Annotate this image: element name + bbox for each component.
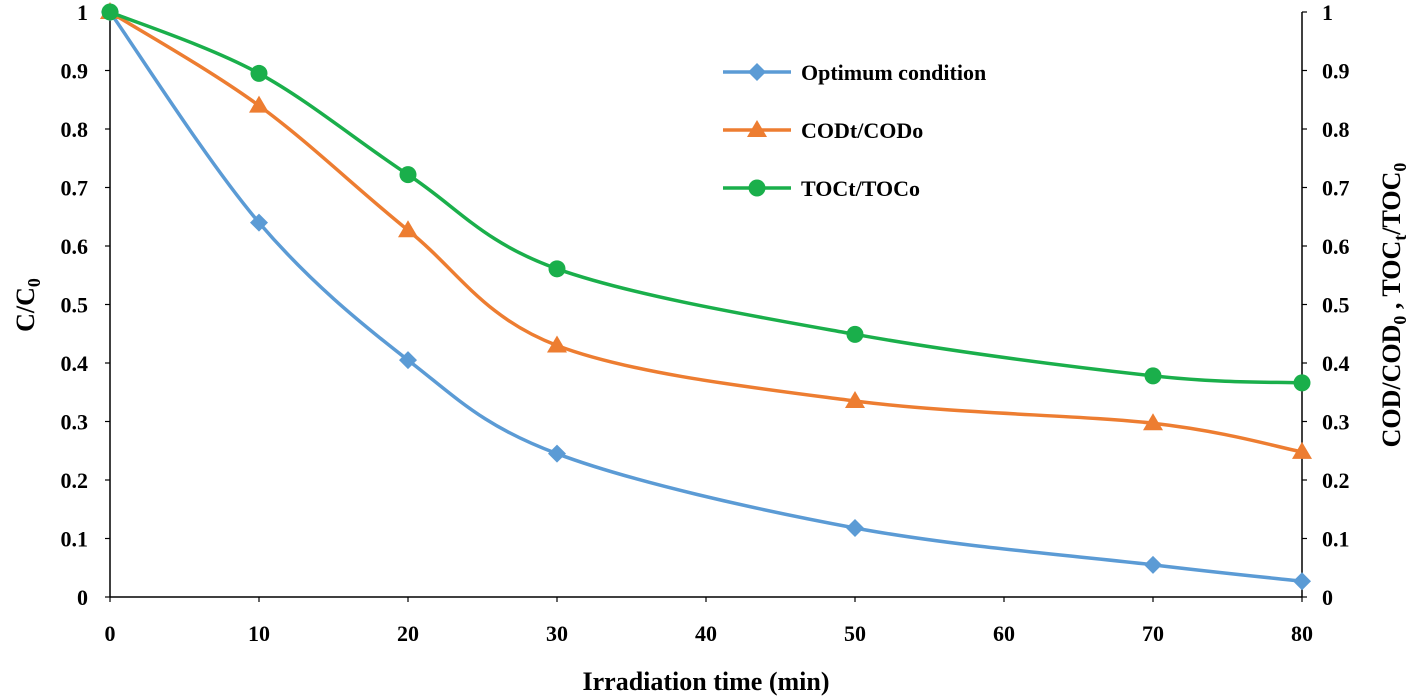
x-tick-label: 20 (397, 621, 419, 646)
plot-frame (109, 12, 1303, 598)
y-tick-label: 0.6 (61, 234, 89, 259)
data-point (1143, 413, 1163, 431)
x-axis-ticks: 0 10 20 30 40 50 60 70 80 (105, 597, 1313, 646)
y-tick-label: 0 (77, 585, 88, 610)
data-point (1144, 367, 1162, 385)
x-tick-label: 50 (844, 621, 866, 646)
y-axis-right-title: COD/COD0 , TOCt/TOC0 (1377, 163, 1410, 448)
y-tick-right-label: 0.6 (1322, 234, 1350, 259)
y-tick-label: 0.5 (61, 293, 89, 318)
series-1 (101, 3, 1311, 591)
x-tick-label: 70 (1142, 621, 1164, 646)
y-axis-ticks: 0 0.1 0.2 0.3 0.4 0.5 0.6 0.7 0.8 0.9 1 (61, 0, 110, 610)
legend-label: TOCt/TOCo (801, 176, 920, 201)
data-point (547, 335, 567, 353)
data-point (1144, 555, 1162, 574)
data-point (250, 213, 268, 232)
data-point (548, 444, 566, 463)
x-tick-label: 60 (993, 621, 1015, 646)
y-tick-right-label: 0.7 (1322, 176, 1350, 201)
x-tick-label: 30 (546, 621, 568, 646)
y-tick-label: 0.3 (61, 410, 89, 435)
y-tick-right-label: 0.4 (1322, 351, 1350, 376)
y-tick-label: 0.1 (61, 527, 89, 552)
legend: Optimum condition CODt/CODo TOCt/TOCo (723, 60, 986, 201)
y-tick-label: 0.7 (61, 176, 89, 201)
y-tick-right-label: 0.1 (1322, 527, 1350, 552)
x-tick-label: 10 (248, 621, 270, 646)
y-tick-label: 0.8 (61, 117, 89, 142)
data-point (1293, 572, 1311, 591)
y-tick-label: 1 (77, 0, 88, 25)
legend-item: TOCt/TOCo (723, 176, 920, 201)
data-point (399, 351, 417, 370)
series-line (108, 10, 1303, 583)
y-tick-label: 0.9 (61, 59, 89, 84)
y-tick-label: 0.4 (61, 351, 89, 376)
y-tick-right-label: 0.8 (1322, 117, 1350, 142)
data-point (101, 3, 119, 21)
data-point (1292, 441, 1312, 459)
legend-marker (748, 63, 766, 81)
data-point (846, 325, 864, 343)
data-point (399, 166, 417, 184)
series-layer (100, 2, 1312, 591)
legend-item: CODt/CODo (723, 118, 923, 143)
legend-item: Optimum condition (723, 60, 986, 85)
legend-marker (747, 120, 767, 137)
y-tick-right-label: 0.5 (1322, 293, 1350, 318)
y-axis-title: C/C0 (11, 278, 44, 332)
data-point (398, 220, 418, 238)
series-line (109, 10, 1303, 385)
data-point (846, 518, 864, 537)
legend-marker (748, 179, 766, 197)
data-point (548, 260, 566, 278)
data-point (250, 64, 268, 82)
y-tick-right-label: 0.3 (1322, 410, 1350, 435)
y-tick-label: 0.2 (61, 468, 89, 493)
series-2 (100, 2, 1312, 459)
y-tick-right-label: 0.2 (1322, 468, 1350, 493)
y-tick-right-label: 1 (1322, 0, 1333, 25)
legend-label: CODt/CODo (801, 118, 923, 143)
data-point (1293, 374, 1311, 392)
y-tick-right-label: 0.9 (1322, 59, 1350, 84)
x-tick-label: 0 (105, 621, 116, 646)
x-tick-label: 40 (695, 621, 717, 646)
data-point (249, 95, 269, 113)
x-tick-label: 80 (1291, 621, 1313, 646)
legend-label: Optimum condition (801, 60, 986, 85)
y-axis-right-ticks: 0 0.1 0.2 0.3 0.4 0.5 0.6 0.7 0.8 0.9 1 (1302, 0, 1350, 610)
y-tick-right-label: 0 (1322, 585, 1333, 610)
series-line (109, 10, 1303, 454)
x-axis-title: Irradiation time (min) (583, 667, 830, 696)
data-point (845, 391, 865, 409)
series-3 (101, 3, 1311, 392)
